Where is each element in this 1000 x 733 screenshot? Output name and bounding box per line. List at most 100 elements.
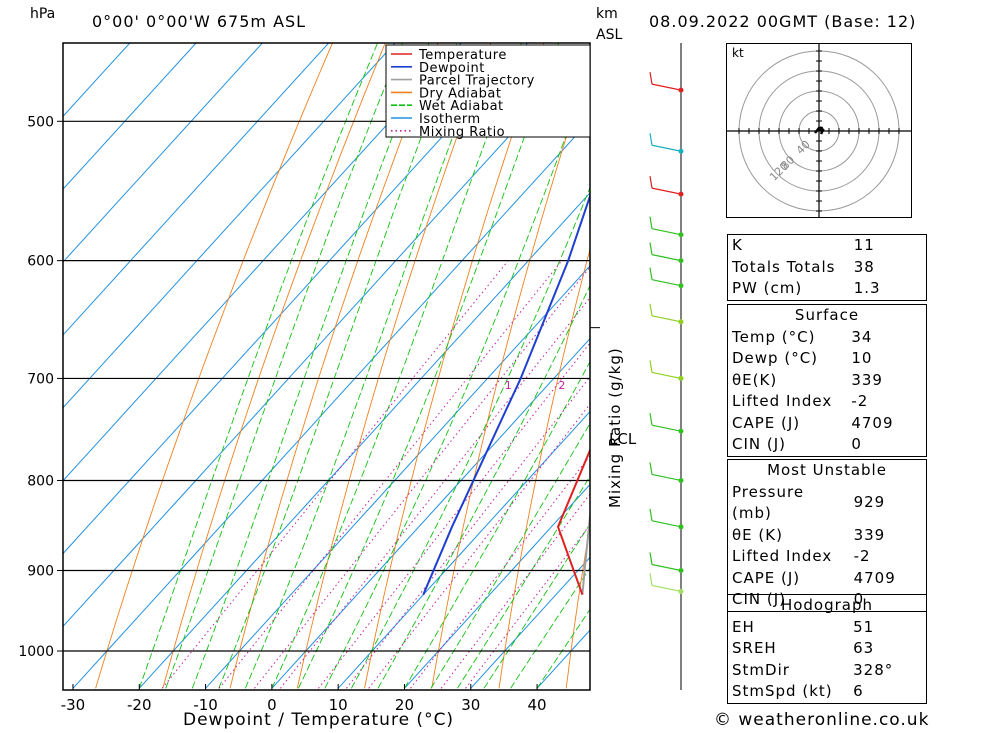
stmdir-value: 328°: [853, 660, 894, 679]
wet-adiabat-line: [404, 360, 590, 689]
wind-barb-shaft: [651, 315, 682, 323]
temperature-tick-label: 0: [267, 696, 277, 714]
wind-barb-shaft: [651, 228, 682, 236]
surface-li-label: Lifted Index: [732, 392, 833, 410]
wind-barb-shaft: [651, 584, 682, 593]
mu-theta-label: θE (K): [732, 525, 783, 544]
wet-adiabat-line: [138, 43, 379, 689]
surface-theta-value: 339: [851, 370, 883, 389]
mixing-ratio-label: 6: [652, 379, 659, 392]
wind-barb-flag: [649, 462, 653, 475]
totals-totals-label: Totals Totals: [732, 257, 836, 276]
surface-temp-label: Temp (°C): [732, 327, 816, 346]
isotherm-line: [138, 192, 590, 689]
wet-adiabat-line: [244, 43, 489, 689]
wind-barb-shaft: [651, 254, 682, 262]
wind-barb-flag: [649, 552, 653, 565]
wind-barb-flag: [649, 133, 653, 146]
mixing-ratio-line: [410, 454, 590, 689]
dry-adiabat-line: [229, 43, 439, 689]
totals-totals-value: 38: [853, 257, 875, 276]
mu-cape-value: 4709: [853, 568, 896, 587]
surface-li-value: -2: [851, 392, 869, 410]
eh-label: EH: [732, 617, 755, 636]
dry-adiabat-line: [431, 61, 590, 689]
mixing-ratio-line: [346, 376, 590, 689]
most-unstable-title: Most Unstable: [767, 461, 887, 479]
temperature-tick-label: -30: [61, 696, 86, 714]
asl-unit-label: ASL: [596, 27, 623, 43]
temperature-tick-label: 20: [395, 696, 414, 714]
legend-label: Dry Adiabat: [419, 86, 502, 101]
wind-barb-flag: [649, 508, 653, 521]
wind-barb-flag: [649, 72, 653, 85]
mixing-ratio-label: 3: [592, 379, 599, 392]
chart-grid: 12346810152025: [63, 43, 709, 689]
wind-barb-flag: [649, 216, 653, 229]
isotherm-line: [72, 119, 590, 689]
mu-cape-label: CAPE (J): [732, 568, 801, 587]
dry-adiabat-line: [162, 43, 386, 689]
surface-cape-value: 4709: [851, 413, 894, 432]
wind-barb-shaft: [651, 83, 682, 91]
dry-adiabat-line: [498, 247, 590, 689]
profile-lines: [422, 193, 590, 596]
wet-adiabat-line: [271, 43, 522, 689]
stmspd-value: 6: [853, 682, 864, 700]
wind-barb-flag: [649, 267, 653, 280]
wind-barb-flag: [649, 573, 653, 586]
surface-dewp-value: 10: [851, 349, 873, 367]
mixing-ratio-line: [161, 260, 509, 689]
sreh-value: 63: [853, 639, 875, 657]
dry-adiabat-line: [565, 523, 590, 689]
sreh-label: SREH: [732, 639, 777, 657]
storm-motion-dot: [818, 126, 824, 132]
isotherm-line: [470, 556, 590, 689]
surface-temp-value: 34: [851, 327, 873, 346]
pressure-tick-label: 800: [27, 473, 54, 489]
wind-barb-flag: [649, 303, 653, 316]
mu-pressure-label: Pressure (mb): [732, 482, 805, 523]
temperature-tick-label: 40: [528, 696, 547, 714]
wind-barb-shaft: [651, 563, 682, 572]
dry-adiabat-line: [364, 43, 545, 689]
hodograph-panel: 40 80 120 kt: [726, 43, 912, 218]
wind-barb-shaft: [651, 144, 682, 152]
lcl-label: LCL: [609, 430, 637, 448]
most-unstable-table: Most Unstable Pressure (mb) 929 θE (K) 339…: [727, 459, 927, 612]
isotherm-line: [337, 410, 590, 689]
wind-barb-shaft: [651, 187, 682, 195]
legend-label: Parcel Trajectory: [419, 74, 535, 89]
dewpoint-line: [422, 193, 590, 596]
isotherm-line: [63, 43, 529, 555]
surface-dewp-label: Dewp (°C): [732, 349, 819, 367]
isotherm-line: [404, 483, 590, 689]
mu-pressure-value: 929: [853, 493, 886, 512]
mixing-ratio-label: 10: [695, 379, 709, 392]
surface-cape-label: CAPE (J): [732, 413, 801, 432]
wind-barb-shaft: [651, 473, 682, 482]
hodograph-ring-label: 40: [794, 138, 813, 157]
surface-cin-value: 0: [851, 435, 862, 453]
pressure-tick-label: 900: [27, 563, 54, 579]
hpa-unit-label: hPa: [30, 6, 56, 22]
hodograph-stats-title: Hodograph: [780, 596, 874, 614]
temperature-line: [556, 447, 590, 596]
parcel-trajectory-line: [581, 506, 590, 595]
temperature-tick-label: 30: [461, 696, 480, 714]
datetime-title: 08.09.2022 00GMT (Base: 12): [649, 12, 917, 31]
wet-adiabat-line: [191, 43, 430, 689]
plot-frame: [62, 42, 591, 691]
wet-adiabat-line: [218, 43, 458, 689]
wind-barb-shaft: [651, 424, 682, 432]
wind-barb-flag: [649, 413, 653, 426]
temperature-tick-label: -10: [193, 696, 218, 714]
surface-table: Surface Temp (°C) 34 Dewp (°C) 10 θE(K) 339…: [727, 304, 927, 457]
stmspd-label: StmSpd (kt): [732, 682, 833, 700]
isotherm-line: [63, 46, 590, 628]
wet-adiabat-line: [483, 523, 590, 689]
pressure-tick-label: 700: [27, 371, 54, 387]
copyright-link[interactable]: © weatheronline.co.uk: [714, 710, 930, 730]
hodograph-unit: kt: [732, 46, 744, 60]
indices-table: K 11 Totals Totals 38 PW (cm) 1.3: [727, 234, 927, 301]
